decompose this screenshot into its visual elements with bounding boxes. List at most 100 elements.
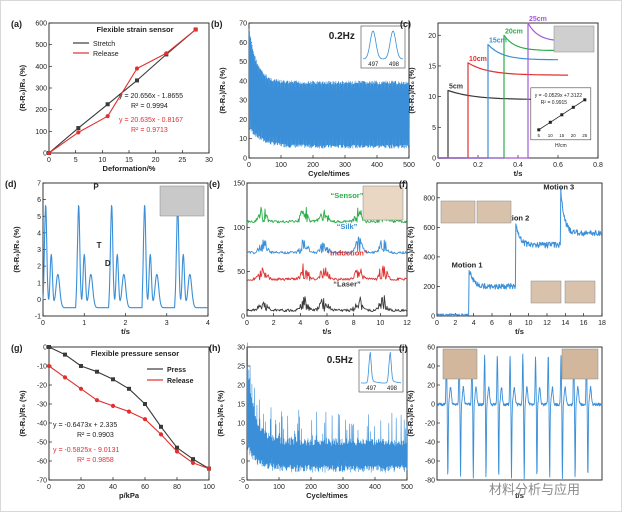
data-point [110, 403, 116, 408]
y-tick-label: 7 [37, 181, 41, 188]
y-tick-label: -10 [37, 364, 47, 371]
x-tick-label: 4 [206, 320, 210, 327]
data-point [174, 449, 180, 454]
x-tick-label: 12 [543, 320, 551, 327]
y-tick-label: 2 [37, 264, 41, 271]
x-tick-label: 0.2 [473, 162, 483, 169]
data-point [46, 363, 52, 369]
spike-signal [436, 353, 603, 480]
panel-label: (f) [399, 179, 408, 189]
y-tick-label: 0 [37, 297, 41, 304]
data-point [46, 150, 52, 156]
inset-tick-label: 498 [389, 62, 400, 68]
data-point [191, 457, 195, 462]
y-tick-label: -5 [239, 478, 245, 485]
y-tick-label: -30 [37, 402, 47, 409]
y-tick-label: 40 [239, 78, 247, 85]
y-axis-label: (R-R₀)/R₀ (%) [218, 67, 227, 114]
x-tick-label: 2 [453, 320, 457, 327]
series-label: “Induction” [326, 249, 367, 258]
x-tick-label: 30 [205, 157, 213, 164]
data-point [190, 460, 196, 465]
x-tick-label: 20 [77, 484, 85, 491]
frequency-label: 0.2Hz [329, 31, 355, 42]
y-tick-label: 10 [237, 421, 245, 428]
y-tick-label: 70 [239, 21, 247, 28]
x-tick-label: 2 [124, 320, 128, 327]
legend-label: Press [167, 367, 186, 374]
inset-signal [361, 351, 402, 384]
legend-label: Release [93, 51, 119, 58]
watermark: 材料分析与应用 [489, 483, 581, 498]
data-point [76, 130, 81, 135]
y-tick-label: 0 [43, 151, 47, 158]
y-tick-label: 0 [431, 314, 435, 321]
inset-tick-label: 15 [559, 133, 565, 138]
panel-label: (d) [5, 179, 17, 189]
inset-x-label: H/cm [555, 143, 567, 149]
x-tick-label: 40 [109, 484, 117, 491]
y-tick-label: 6 [37, 197, 41, 204]
y-tick-label: 30 [237, 345, 245, 352]
data-point [142, 417, 148, 422]
data-point [135, 78, 139, 83]
series-label: “Laser” [333, 280, 361, 289]
motion-label: Motion 1 [452, 261, 483, 270]
y-tick-label: 15 [237, 402, 245, 409]
data-point [158, 432, 164, 437]
y-tick-label: -60 [425, 459, 435, 466]
data-point [95, 369, 99, 374]
y-tick-label: 150 [233, 181, 245, 188]
inset-tick-label: 498 [387, 386, 398, 392]
data-point [63, 352, 67, 357]
inset-r2: R² = 0.9915 [541, 100, 567, 106]
y-tick-label: 200 [423, 284, 435, 291]
cycle-signal [246, 342, 408, 473]
y-tick-label: 50 [239, 59, 247, 66]
y-tick-label: 10 [239, 136, 247, 143]
plot-frame [48, 346, 210, 481]
plot-frame [436, 346, 603, 481]
x-axis-label: p/kPa [119, 491, 140, 500]
motion-signal [436, 187, 603, 317]
y-axis-label: (R-R₀)/R₀ (%) [18, 64, 27, 111]
x-tick-label: 8 [352, 320, 356, 327]
series-label: “Sensor” [331, 191, 364, 200]
y-tick-label: -60 [37, 459, 47, 466]
x-tick-label: 4 [472, 320, 476, 327]
x-tick-label: 0 [435, 320, 439, 327]
inset-equation: y = -0.0529x +7.3122 [535, 93, 582, 99]
y-tick-label: -40 [425, 440, 435, 447]
panel-label: (b) [211, 19, 223, 29]
legend-label: Stretch [93, 41, 115, 48]
y-tick-label: 400 [35, 64, 47, 71]
inset-point [548, 120, 552, 124]
x-tick-label: 0 [245, 484, 249, 491]
y-tick-label: 10 [428, 94, 436, 101]
y-tick-label: 5 [241, 440, 245, 447]
y-tick-label: -70 [37, 478, 47, 485]
y-tick-label: 0 [241, 314, 245, 321]
y-tick-label: 4 [37, 230, 41, 237]
y-tick-label: 20 [427, 383, 435, 390]
data-point [94, 398, 100, 403]
inset-point [583, 98, 587, 102]
x-tick-label: 0 [41, 320, 45, 327]
legend-label: Release [167, 378, 194, 385]
x-tick-label: 80 [173, 484, 181, 491]
x-axis-label: t/s [323, 327, 332, 336]
y-tick-label: 300 [35, 86, 47, 93]
series-label: 25cm [529, 16, 547, 23]
series-2 [246, 263, 408, 281]
x-tick-label: 20 [152, 157, 160, 164]
x-tick-label: 0 [245, 320, 249, 327]
x-axis-label: Cycle/times [308, 169, 350, 178]
chart-title: Flexible strain sensor [96, 25, 173, 34]
series-3 [246, 295, 407, 312]
x-tick-label: 300 [337, 484, 349, 491]
y-tick-label: 600 [423, 225, 435, 232]
series-label: 10cm [469, 56, 487, 63]
x-tick-label: 0 [436, 162, 440, 169]
